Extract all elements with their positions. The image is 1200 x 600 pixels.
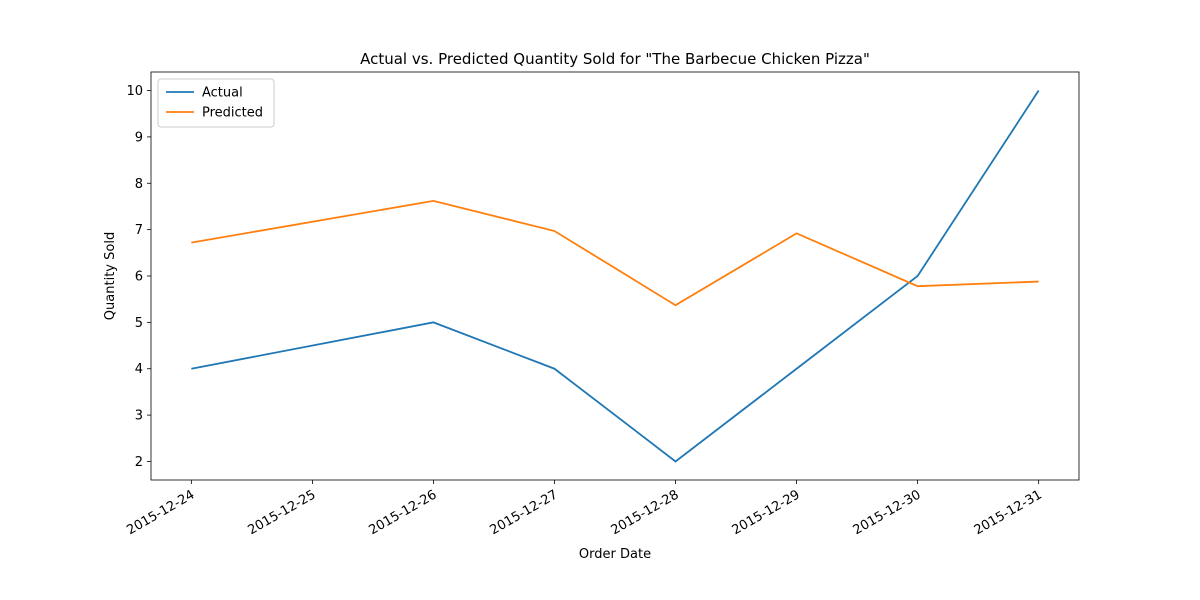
y-tick-label: 2 <box>135 455 143 470</box>
legend-box <box>157 78 275 128</box>
y-tick-label: 7 <box>135 223 143 238</box>
y-tick-label: 6 <box>135 270 143 285</box>
y-tick-label: 4 <box>135 362 143 377</box>
series-line <box>191 90 1040 463</box>
plot-frame <box>150 71 1080 481</box>
y-tick-label: 10 <box>126 84 143 99</box>
chart-title: Actual vs. Predicted Quantity Sold for "… <box>360 50 870 68</box>
y-axis-label: Quantity Sold <box>103 232 118 320</box>
legend-label: Predicted <box>202 106 263 121</box>
legend-label: Actual <box>202 86 243 101</box>
x-axis-label: Order Date <box>579 547 651 562</box>
y-tick-label: 5 <box>135 316 143 331</box>
y-tick-label: 8 <box>135 177 143 192</box>
y-tick-label: 3 <box>135 409 143 424</box>
series-line <box>191 199 1039 307</box>
y-tick-label: 9 <box>135 130 143 145</box>
